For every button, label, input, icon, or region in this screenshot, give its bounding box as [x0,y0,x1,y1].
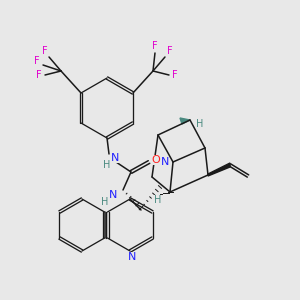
Text: N: N [109,190,117,200]
Text: F: F [42,46,48,56]
Text: F: F [172,70,178,80]
Polygon shape [208,163,230,176]
Polygon shape [180,118,190,124]
Text: O: O [152,155,160,165]
Text: F: F [167,46,173,56]
Text: H: H [196,119,204,129]
Text: F: F [36,70,42,80]
Text: F: F [34,56,40,66]
Text: F: F [152,41,158,51]
Text: H: H [103,160,111,170]
Text: N: N [161,157,169,167]
Text: N: N [128,252,136,262]
Text: H: H [101,197,109,207]
Text: H: H [154,195,162,205]
Text: N: N [111,153,119,163]
